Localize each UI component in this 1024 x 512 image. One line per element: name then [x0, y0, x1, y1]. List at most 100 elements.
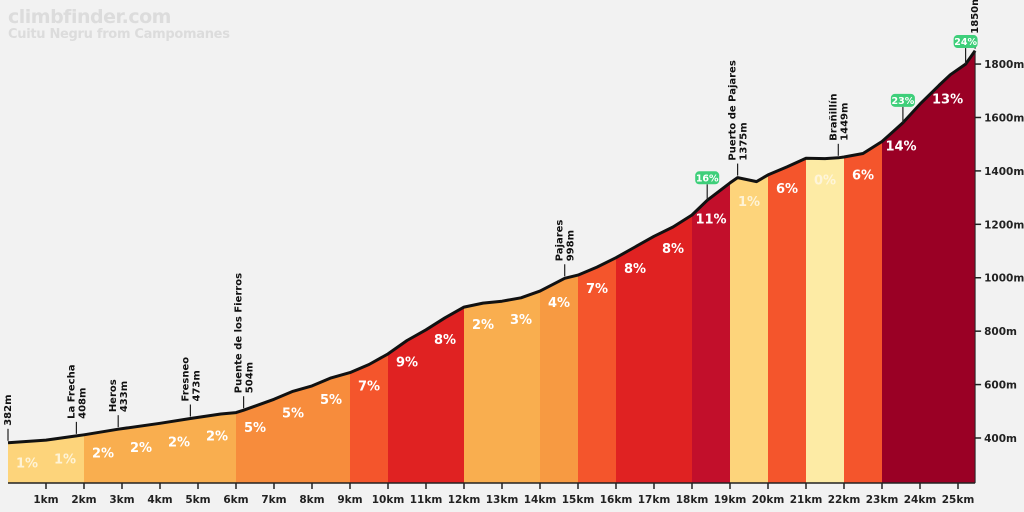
grade-label: 2% — [130, 441, 152, 456]
max-gradient-badge — [953, 35, 978, 49]
gradient-segment — [654, 215, 692, 483]
waypoint-label: Heros433m — [108, 379, 130, 412]
grade-label: 0% — [814, 174, 836, 189]
waypoint-name: Brañillín — [827, 94, 839, 141]
gradient-segment — [464, 301, 502, 483]
x-tick-label: 8km — [299, 494, 324, 506]
waypoint-label: Fresneo473m — [180, 357, 202, 402]
grade-label: 6% — [852, 169, 874, 184]
grade-label: 6% — [776, 182, 798, 197]
grade-label: 3% — [510, 313, 532, 328]
grade-label: 5% — [244, 421, 266, 436]
climb-title: Cuitu Negru from Campomanes — [8, 27, 230, 42]
waypoint-name: Fresneo — [180, 357, 191, 402]
gradient-segment — [46, 434, 84, 483]
gradient-segment — [8, 440, 46, 483]
x-tick-label: 18km — [676, 494, 709, 506]
gradient-segment — [844, 141, 882, 483]
gradient-segment — [806, 157, 844, 483]
x-tick-label: 21km — [790, 494, 823, 506]
waypoint-label: 382m — [3, 395, 14, 426]
gradient-segment — [84, 428, 122, 483]
gradient-segment — [502, 291, 540, 483]
x-tick-label: 9km — [337, 494, 362, 506]
waypoint-label: Puente de los Fierros504m — [234, 273, 256, 393]
max-gradient-badge — [695, 171, 720, 185]
x-tick-label: 7km — [261, 494, 286, 506]
grade-label: 2% — [472, 318, 494, 333]
grade-label: 9% — [396, 356, 418, 371]
gradient-segment — [426, 307, 464, 483]
gradient-segment — [274, 385, 312, 483]
gradient-segment — [768, 158, 806, 484]
waypoint-name: Puente de los Fierros — [234, 273, 245, 393]
x-tick-label: 22km — [828, 494, 861, 506]
waypoint-elevation: 998m — [566, 230, 577, 261]
gradient-segment — [692, 182, 730, 483]
grade-label: 8% — [624, 262, 646, 277]
y-tick-label: 1200m — [984, 219, 1024, 231]
grade-label: 1% — [54, 452, 76, 467]
grade-label: 1% — [16, 456, 38, 471]
x-tick-label: 11km — [410, 494, 443, 506]
waypoint-name: Puerto de Pajares — [728, 60, 739, 160]
x-tick-label: 4km — [147, 494, 172, 506]
max-gradient-label: 23% — [892, 96, 915, 107]
grade-label: 1% — [738, 195, 760, 210]
waypoint-elevation: 473m — [191, 370, 202, 401]
x-tick-label: 19km — [714, 494, 747, 506]
grade-label: 14% — [885, 140, 916, 155]
grade-label: 13% — [932, 92, 963, 107]
profile-line — [7, 49, 977, 445]
x-tick-label: 3km — [109, 494, 134, 506]
gradient-segment — [882, 104, 920, 483]
y-tick-label: 600m — [984, 380, 1017, 392]
waypoint-elevation: 382m — [3, 395, 14, 426]
max-gradient-label: 24% — [954, 37, 977, 48]
gradient-segment — [578, 257, 616, 483]
grade-label: 5% — [282, 406, 304, 421]
x-tick-label: 17km — [638, 494, 671, 506]
x-tick-label: 14km — [524, 494, 557, 506]
grade-label: 8% — [434, 333, 456, 348]
waypoint-name: Pajares — [555, 220, 566, 262]
grade-label: 5% — [320, 393, 342, 408]
x-tick-label: 5km — [185, 494, 210, 506]
site-logo-text: climbfinder.com — [8, 6, 171, 28]
gradient-segment — [122, 423, 160, 483]
waypoint-name: Heros — [108, 379, 119, 412]
x-tick-label: 12km — [448, 494, 481, 506]
gradient-segment — [350, 353, 388, 483]
x-tick-label: 25km — [942, 494, 975, 506]
x-tick-label: 15km — [562, 494, 595, 506]
gradient-segment — [312, 372, 350, 483]
waypoint-elevation: 1850m — [970, 0, 981, 34]
gradient-segment — [388, 329, 426, 483]
x-tick-label: 10km — [372, 494, 405, 506]
waypoint-elevation: 433m — [119, 381, 130, 412]
gradient-segment — [540, 275, 578, 483]
gradient-segment — [920, 50, 976, 483]
max-gradient-label: 16% — [696, 173, 719, 184]
x-tick-label: 16km — [600, 494, 633, 506]
max-gradient-badge — [890, 93, 915, 107]
x-tick-label: 13km — [486, 494, 519, 506]
y-tick-label: 800m — [984, 326, 1017, 338]
gradient-segment — [236, 399, 274, 483]
y-tick-label: 1800m — [984, 59, 1024, 71]
x-tick-label: 2km — [71, 494, 96, 506]
gradient-segment — [160, 417, 198, 483]
gradient-segment — [730, 174, 768, 483]
y-tick-label: 1600m — [984, 112, 1024, 124]
grade-label: 4% — [548, 296, 570, 311]
waypoint-label: La Frecha408m — [66, 365, 88, 419]
waypoint-name: La Frecha — [66, 365, 77, 419]
y-tick-label: 1000m — [984, 273, 1024, 285]
waypoint-elevation: 504m — [245, 362, 256, 393]
grade-label: 7% — [586, 282, 608, 297]
waypoint-label: Brañillín1449m — [827, 94, 850, 141]
waypoint-elevation: 1375m — [739, 122, 750, 160]
waypoint-label: Pajares998m — [555, 220, 577, 262]
grade-label: 11% — [695, 212, 726, 227]
waypoint-elevation: 408m — [77, 388, 88, 419]
